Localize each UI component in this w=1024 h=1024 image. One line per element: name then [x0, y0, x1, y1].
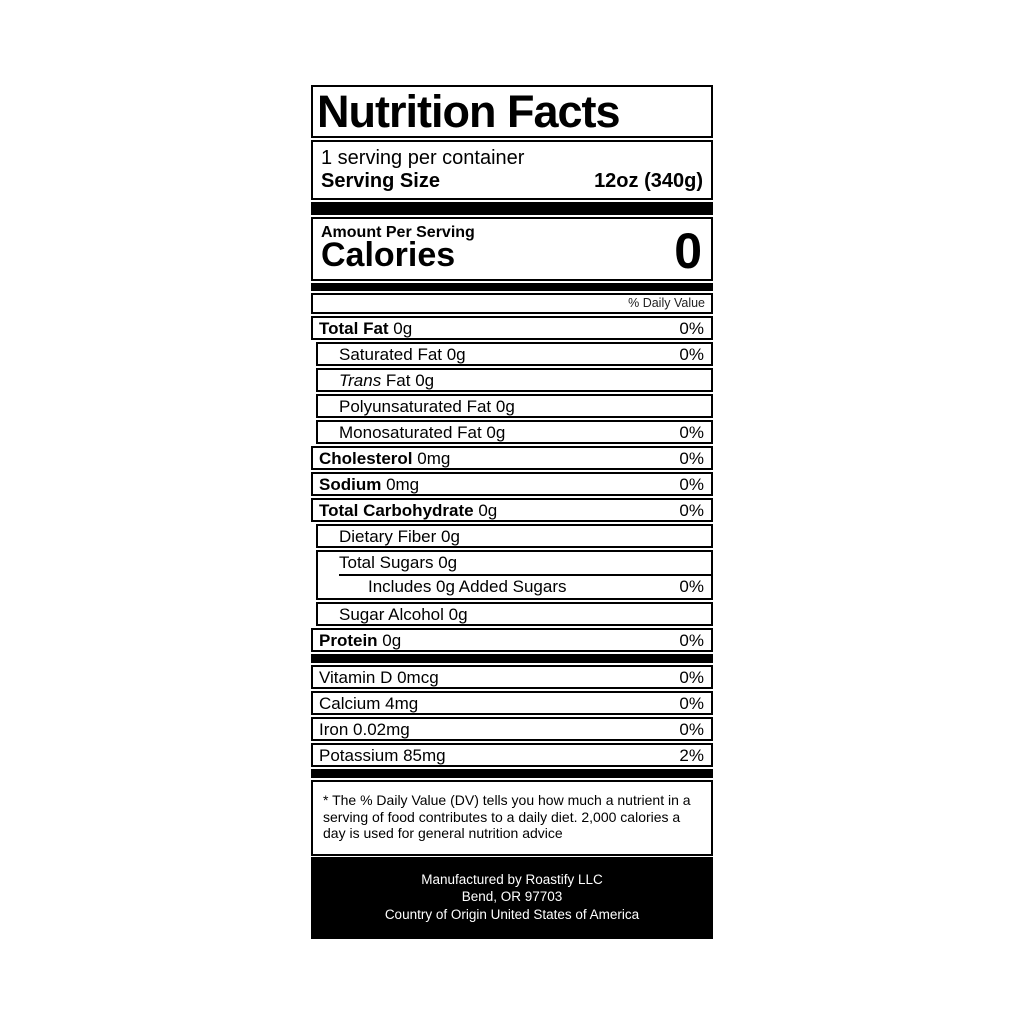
country-of-origin-line: Country of Origin United States of Ameri…	[384, 906, 640, 922]
daily-value: 0%	[679, 693, 704, 713]
servings-per-container: 1 serving per container	[321, 147, 525, 169]
nutrient-name: Calcium 4mg	[319, 693, 419, 713]
nutrient-name: Potassium 85mg	[319, 745, 446, 765]
nutrient-name: Cholesterol	[319, 448, 413, 468]
daily-value: 0%	[679, 577, 704, 596]
nutrient-row-protein: Protein 0g 0%	[311, 628, 713, 652]
thick-separator	[311, 202, 713, 215]
nutrient-name: Polyunsaturated Fat 0g	[339, 396, 515, 416]
nutrient-row-total-fat: Total Fat 0g 0%	[311, 316, 713, 340]
daily-value-footnote: * The % Daily Value (DV) tells you how m…	[311, 780, 713, 856]
nutrient-name: Dietary Fiber 0g	[339, 526, 460, 546]
daily-value: 2%	[679, 745, 704, 765]
nutrient-name: Trans	[339, 370, 382, 390]
daily-value: 0%	[679, 500, 704, 520]
daily-value-header-box: % Daily Value	[311, 293, 713, 314]
calories-value: 0	[674, 223, 702, 279]
total-sugars-label: Total Sugars 0g	[339, 553, 458, 572]
amount-per-serving-label: Amount Per Serving	[321, 224, 475, 241]
nutrient-name: Protein	[319, 630, 378, 650]
vitamin-row-calcium: Calcium 4mg 0%	[311, 691, 713, 715]
nutrient-row-sugar-alcohol: Sugar Alcohol 0g	[316, 602, 713, 626]
serving-size-label: Serving Size	[321, 170, 440, 192]
vitamin-row-vitamin-d: Vitamin D 0mcg 0%	[311, 665, 713, 689]
daily-value: 0%	[679, 719, 704, 739]
nutrient-row-saturated-fat: Saturated Fat 0g 0%	[316, 342, 713, 366]
title-box: Nutrition Facts	[311, 85, 713, 138]
calories-label: Calories	[321, 236, 456, 274]
serving-info-box: 1 serving per container Serving Size 12o…	[311, 140, 713, 200]
nutrient-row-total-sugars: Total Sugars 0g Includes 0g Added Sugars…	[316, 550, 713, 600]
small-separator	[311, 654, 713, 663]
nutrient-row-cholesterol: Cholesterol 0mg 0%	[311, 446, 713, 470]
small-separator	[311, 769, 713, 778]
nutrient-row-sodium: Sodium 0mg 0%	[311, 472, 713, 496]
nutrient-name: Iron 0.02mg	[319, 719, 410, 739]
manufacturer-line: Manufactured by Roastify LLC	[421, 871, 603, 887]
nutrition-facts-label: Nutrition Facts 1 serving per container …	[311, 85, 713, 939]
nutrient-name: Sodium	[319, 474, 382, 494]
label-title: Nutrition Facts	[317, 86, 621, 137]
calories-box: Amount Per Serving Calories 0	[311, 217, 713, 281]
nutrient-name: Vitamin D 0mcg	[319, 667, 439, 687]
serving-size-value: 12oz (340g)	[594, 170, 703, 192]
daily-value: 0%	[679, 474, 704, 494]
daily-value: 0%	[679, 630, 704, 650]
daily-value: 0%	[679, 318, 704, 338]
nutrient-row-dietary-fiber: Dietary Fiber 0g	[316, 524, 713, 548]
nutrient-name: Monosaturated Fat 0g	[339, 422, 506, 442]
nutrient-row-added-sugars: Includes 0g Added Sugars 0%	[318, 576, 711, 598]
manufacturer-footer: Manufactured by Roastify LLC Bend, OR 97…	[311, 856, 713, 939]
daily-value: 0%	[679, 422, 704, 442]
nutrient-row-total-carbohydrate: Total Carbohydrate 0g 0%	[311, 498, 713, 522]
vitamin-row-potassium: Potassium 85mg 2%	[311, 743, 713, 767]
daily-value: 0%	[679, 448, 704, 468]
nutrient-row-trans-fat: Trans Fat 0g	[316, 368, 713, 392]
nutrient-name: Sugar Alcohol 0g	[339, 604, 468, 624]
nutrient-row-monosaturated-fat: Monosaturated Fat 0g 0%	[316, 420, 713, 444]
nutrient-name: Total Carbohydrate	[319, 500, 474, 520]
vitamin-row-iron: Iron 0.02mg 0%	[311, 717, 713, 741]
daily-value: 0%	[679, 344, 704, 364]
daily-value-header: % Daily Value	[628, 296, 705, 310]
serving-size-row: Serving Size 12oz (340g)	[321, 170, 703, 193]
daily-value: 0%	[679, 667, 704, 687]
nutrient-name: Total Fat	[319, 318, 389, 338]
nutrient-row-polyunsaturated-fat: Polyunsaturated Fat 0g	[316, 394, 713, 418]
indented-divider	[339, 574, 711, 576]
added-sugars-label: Includes 0g Added Sugars	[368, 577, 567, 596]
nutrient-name: Saturated Fat 0g	[339, 344, 466, 364]
address-line: Bend, OR 97703	[461, 889, 563, 904]
medium-separator	[311, 283, 713, 291]
